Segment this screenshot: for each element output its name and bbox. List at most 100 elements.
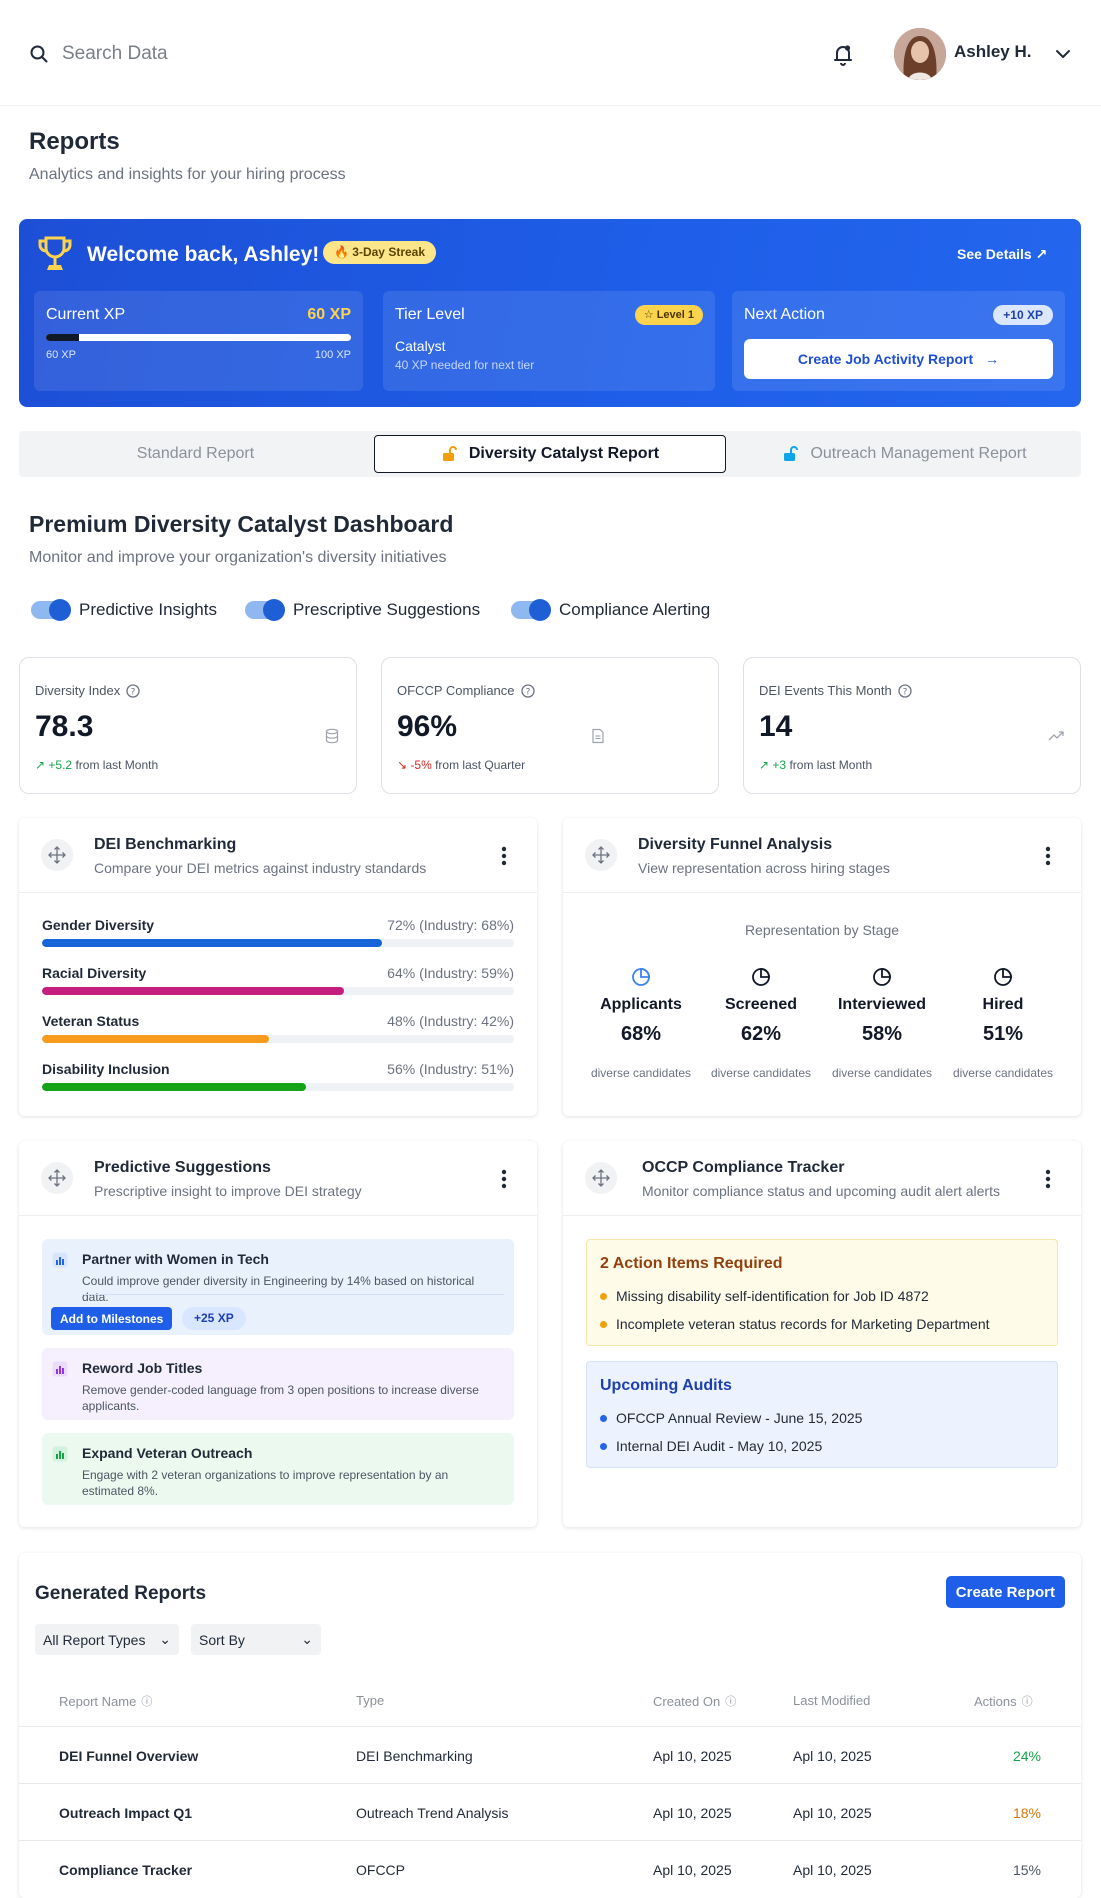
more-vertical-icon[interactable] (1045, 846, 1051, 866)
tab-outreach-management-report[interactable]: Outreach Management Report (732, 435, 1077, 473)
report-type-filter[interactable]: All Report Types ⌄ (35, 1624, 179, 1655)
panel-header: Predictive Suggestions Prescriptive insi… (19, 1141, 537, 1216)
actions-cell[interactable]: 24% (1012, 1748, 1041, 1764)
panel-subtitle: Monitor compliance status and upcoming a… (642, 1183, 1000, 1199)
report-name-cell[interactable]: DEI Funnel Overview (59, 1748, 199, 1764)
more-vertical-icon[interactable] (501, 846, 507, 866)
help-icon[interactable]: ? (126, 683, 140, 698)
move-icon[interactable] (585, 1162, 617, 1194)
table-row[interactable]: DEI Funnel Overview DEI Benchmarking Apl 1… (19, 1726, 1081, 1783)
next-action-card: Next Action +10 XP Create Job Activity R… (732, 291, 1065, 391)
prescriptive-suggestions-toggle[interactable] (245, 599, 285, 621)
kpi-label: DEI Events This Month (759, 683, 892, 698)
panel-header: Diversity Funnel Analysis View represent… (563, 818, 1081, 893)
tab-standard-report[interactable]: Standard Report (23, 435, 368, 473)
svg-text:?: ? (902, 687, 907, 697)
funnel-caption: Representation by Stage (744, 922, 900, 938)
pie-chart-icon (994, 968, 1012, 986)
report-type-cell: Outreach Trend Analysis (356, 1805, 509, 1821)
stage-percent: 62% (740, 1023, 782, 1045)
chevron-down-icon[interactable] (1054, 45, 1072, 63)
panel-title: Predictive Suggestions (94, 1159, 271, 1176)
column-label: Report Name (59, 1693, 137, 1709)
panel-title: DEI Benchmarking (94, 836, 237, 853)
search-input[interactable] (62, 40, 362, 68)
stage-percent: 58% (861, 1023, 903, 1045)
sort-by-select[interactable]: Sort By ⌄ (191, 1624, 321, 1655)
stage-name: Interviewed (837, 996, 927, 1013)
add-to-milestones-button[interactable]: Add to Milestones (51, 1307, 173, 1330)
predictive-insights-toggle[interactable] (31, 599, 71, 621)
move-icon[interactable] (41, 1162, 73, 1194)
upcoming-audits-title: Upcoming Audits (600, 1377, 732, 1394)
suggestion-title: Partner with Women in Tech (82, 1251, 269, 1267)
page-title: Reports (29, 128, 120, 155)
benchmark-bar (42, 1035, 514, 1043)
more-vertical-icon[interactable] (501, 1169, 507, 1189)
stage-note: diverse candidates (831, 1066, 933, 1080)
bell-icon[interactable] (832, 43, 854, 67)
suggestion-card[interactable]: Reword Job Titles Remove gender-coded la… (42, 1348, 514, 1420)
next-action-xp-badge: +10 XP (993, 305, 1053, 325)
tab-standard-label: Standard Report (136, 445, 255, 462)
info-icon: ⓘ (1021, 1696, 1033, 1708)
actions-cell[interactable]: 18% (1012, 1805, 1041, 1821)
more-vertical-icon[interactable] (1045, 1169, 1051, 1189)
column-header-report-name[interactable]: Report Name ⓘ (59, 1693, 152, 1709)
move-icon[interactable] (585, 839, 617, 871)
next-action-title: Next Action (744, 306, 825, 323)
benchmark-bar (42, 987, 514, 995)
see-details-label: See Details (957, 246, 1032, 262)
suggestion-card[interactable]: Expand Veteran Outreach Engage with 2 ve… (42, 1433, 514, 1505)
svg-text:?: ? (525, 687, 530, 697)
table-row[interactable]: Outreach Impact Q1 Outreach Trend Analysi… (19, 1783, 1081, 1840)
level-badge: ☆ Level 1 (634, 305, 703, 325)
column-header-created-on[interactable]: Created On ⓘ (653, 1693, 736, 1709)
panel-header: DEI Benchmarking Compare your DEI metric… (19, 818, 537, 893)
kpi-delta-value: +3 (772, 758, 787, 772)
funnel-stage: Hired 51% diverse candidates (943, 967, 1063, 1080)
move-icon[interactable] (41, 839, 73, 871)
star-icon: ☆ (643, 309, 654, 321)
kpi-label-row: DEI Events This Month ? (759, 683, 912, 698)
help-icon[interactable]: ? (898, 683, 912, 698)
kpi-delta-period: from last Month (789, 758, 873, 772)
column-header-type[interactable]: Type (356, 1693, 384, 1708)
see-details-link[interactable]: See Details ↗ (957, 246, 1047, 263)
audit-item: Internal DEI Audit - May 10, 2025 (600, 1438, 822, 1454)
report-tabs: Standard Report Diversity Catalyst Repor… (19, 431, 1081, 477)
kpi-delta-value: +5.2 (48, 758, 73, 772)
user-name[interactable]: Ashley H. (954, 42, 1032, 61)
compliance-alerting-toggle[interactable] (511, 599, 551, 621)
stage-percent: 68% (620, 1023, 662, 1045)
streak-badge: 🔥 3-Day Streak (323, 241, 437, 264)
search-icon[interactable] (30, 45, 48, 63)
tier-note: 40 XP needed for next tier (395, 358, 535, 372)
tier-name: Catalyst (395, 338, 446, 354)
column-header-last-modified[interactable]: Last Modified (793, 1693, 870, 1708)
create-job-activity-report-button[interactable]: Create Job Activity Report → (744, 339, 1053, 379)
avatar[interactable] (894, 28, 946, 80)
column-label: Created On (653, 1693, 721, 1709)
xp-progress-fill (46, 334, 79, 341)
kpi-label: Diversity Index (35, 683, 121, 698)
current-xp-title: Current XP (46, 306, 126, 323)
column-header-actions[interactable]: Actions ⓘ (974, 1693, 1033, 1709)
diversity-funnel-panel: Diversity Funnel Analysis View represent… (563, 818, 1081, 1116)
table-row[interactable]: Compliance Tracker OFCCP Apl 10, 2025 Apl 1… (19, 1840, 1081, 1897)
suggestion-card[interactable]: Partner with Women in Tech Could improve… (42, 1239, 514, 1335)
tab-diversity-catalyst-report[interactable]: Diversity Catalyst Report (374, 435, 726, 473)
help-icon[interactable]: ? (520, 683, 535, 698)
kpi-delta: ↗ +5.2 from last Month (35, 758, 158, 772)
stage-percent: 51% (982, 1023, 1024, 1045)
report-name-cell[interactable]: Compliance Tracker (59, 1862, 193, 1878)
create-report-button[interactable]: Create Report (945, 1576, 1065, 1608)
panel-title: OCCP Compliance Tracker (642, 1159, 845, 1176)
report-name-cell[interactable]: Outreach Impact Q1 (59, 1805, 193, 1821)
actions-cell[interactable]: 15% (1012, 1862, 1041, 1878)
column-label: Last Modified (793, 1693, 871, 1708)
prescriptive-suggestions-toggle-row: Prescriptive Suggestions (245, 599, 480, 621)
dei-benchmarking-panel: DEI Benchmarking Compare your DEI metric… (19, 818, 537, 1116)
info-icon: ⓘ (141, 1696, 153, 1708)
last-modified-cell: Apl 10, 2025 (793, 1748, 872, 1764)
